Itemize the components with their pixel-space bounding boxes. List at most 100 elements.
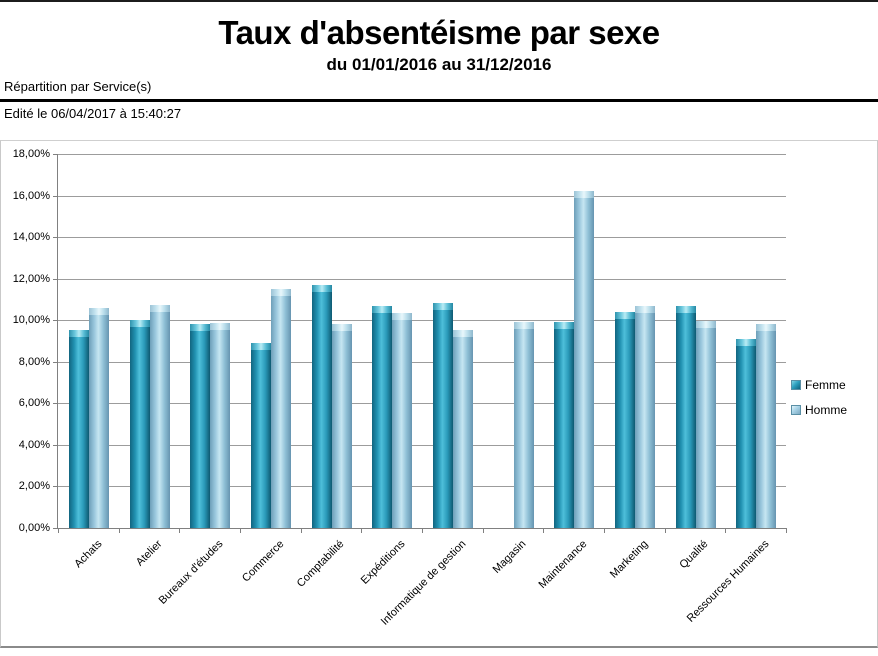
gridline <box>58 278 786 280</box>
femme-legend-swatch-icon <box>791 380 801 390</box>
y-axis-tick <box>53 361 57 363</box>
x-axis-tick <box>725 528 727 533</box>
bar-homme-2 <box>149 304 170 528</box>
x-axis-tick <box>604 528 605 533</box>
bar-top-cap <box>453 329 473 337</box>
y-axis-label: 0,00% <box>18 522 50 534</box>
x-axis-label: Expéditions <box>358 538 408 587</box>
bar-top-cap <box>513 322 534 330</box>
bar-homme-7 <box>453 329 473 528</box>
bar-homme-10 <box>635 305 655 528</box>
y-axis-tick <box>53 486 57 488</box>
x-axis-label: Bureaux d'études <box>156 538 226 607</box>
y-axis-tick <box>53 278 57 280</box>
x-axis-label: Qualité <box>677 538 711 572</box>
gridline <box>58 195 786 197</box>
x-axis-tick <box>179 528 181 533</box>
bar-top-cap <box>433 302 453 310</box>
x-axis-tick <box>482 528 484 533</box>
bar-homme-12 <box>756 324 777 528</box>
x-axis-label: Magasin <box>490 538 529 576</box>
bar-homme-4 <box>271 289 291 528</box>
edited-timestamp: Edité le 06/04/2017 à 15:40:27 <box>4 106 182 121</box>
x-axis-label: Marketing <box>607 538 651 581</box>
bar-femme-9 <box>554 322 575 528</box>
bar-top-cap <box>271 289 291 297</box>
x-axis-tick <box>240 528 241 533</box>
bar-femme-4 <box>251 343 271 528</box>
y-axis-label: 4,00% <box>18 438 50 451</box>
legend-item-femme: Femme <box>791 378 846 392</box>
y-axis-label: 8,00% <box>18 355 50 368</box>
legend-label-femme: Femme <box>805 378 846 392</box>
gridline <box>58 237 786 239</box>
gridline <box>58 403 786 405</box>
x-axis-label: Maintenance <box>536 538 590 592</box>
bar-top-cap <box>756 324 777 332</box>
bar-top-cap <box>675 305 696 313</box>
bar-top-cap <box>574 191 595 199</box>
bar-femme-3 <box>190 324 211 528</box>
y-axis-label: 12,00% <box>12 272 50 285</box>
y-axis-label: 14,00% <box>12 231 50 244</box>
gridline <box>58 486 786 488</box>
bar-top-cap <box>89 307 109 315</box>
bar-top-cap <box>210 323 231 331</box>
y-axis-tick <box>53 195 57 197</box>
y-axis-tick <box>53 528 57 529</box>
bar-femme-11 <box>675 305 696 528</box>
y-axis-label: 6,00% <box>18 397 50 410</box>
x-axis-label: Atelier <box>134 538 165 569</box>
bar-femme-2 <box>129 320 150 528</box>
bar-top-cap <box>615 311 635 319</box>
y-axis-tick <box>53 154 57 155</box>
bar-femme-5 <box>311 284 332 528</box>
bar-femme-7 <box>433 302 453 528</box>
y-axis-label: 18,00% <box>12 148 50 160</box>
bar-top-cap <box>736 338 757 346</box>
x-axis-tick <box>422 528 423 533</box>
x-axis-tick <box>118 528 120 533</box>
plot-area: 0,00% 2,00% 4,00% 6,00% 8,00% 10,00% 12,00% 14,… <box>13 148 787 628</box>
bar-top-cap <box>190 324 211 332</box>
bar-homme-5 <box>331 324 352 528</box>
y-axis-label: 2,00% <box>18 480 50 493</box>
bar-top-cap <box>372 305 393 313</box>
bar-homme-8 <box>513 322 534 528</box>
bar-top-cap <box>311 284 332 292</box>
header-divider-line <box>0 99 878 102</box>
x-axis-tick <box>58 528 59 533</box>
y-axis-label: 10,00% <box>12 314 50 327</box>
gridline <box>58 154 786 155</box>
y-axis-tick <box>53 444 57 446</box>
bar-top-cap <box>331 324 352 332</box>
y-axis-line <box>57 154 58 529</box>
x-axis-tick <box>300 528 302 533</box>
bar-homme-11 <box>695 321 716 528</box>
bar-top-cap <box>554 322 575 330</box>
x-axis-tick <box>664 528 666 533</box>
bar-femme-12 <box>736 338 757 528</box>
bar-top-cap <box>251 343 271 351</box>
bar-femme-10 <box>615 311 635 528</box>
bar-homme-6 <box>392 312 413 528</box>
bar-top-cap <box>695 321 716 329</box>
bar-top-cap <box>69 329 89 337</box>
x-axis-tick <box>543 528 545 533</box>
gridline <box>58 320 786 322</box>
x-axis-label: Commerce <box>239 538 287 585</box>
gridline <box>58 361 786 363</box>
page-subtitle: du 01/01/2016 au 31/12/2016 <box>326 55 552 74</box>
bar-top-cap <box>392 312 413 320</box>
page-title: Taux d'absentéisme par sexe <box>218 14 660 51</box>
x-axis-label: Achats <box>71 538 105 571</box>
repartition-label: Répartition par Service(s) <box>4 79 152 94</box>
x-axis-line <box>57 528 786 529</box>
x-axis-label: Comptabilité <box>295 538 347 590</box>
x-axis-tick <box>361 528 363 533</box>
bar-top-cap <box>149 304 170 312</box>
y-axis-tick <box>53 237 57 239</box>
y-axis-label: 16,00% <box>12 189 50 202</box>
bar-homme-1 <box>89 307 109 528</box>
bar-top-cap <box>635 305 655 313</box>
